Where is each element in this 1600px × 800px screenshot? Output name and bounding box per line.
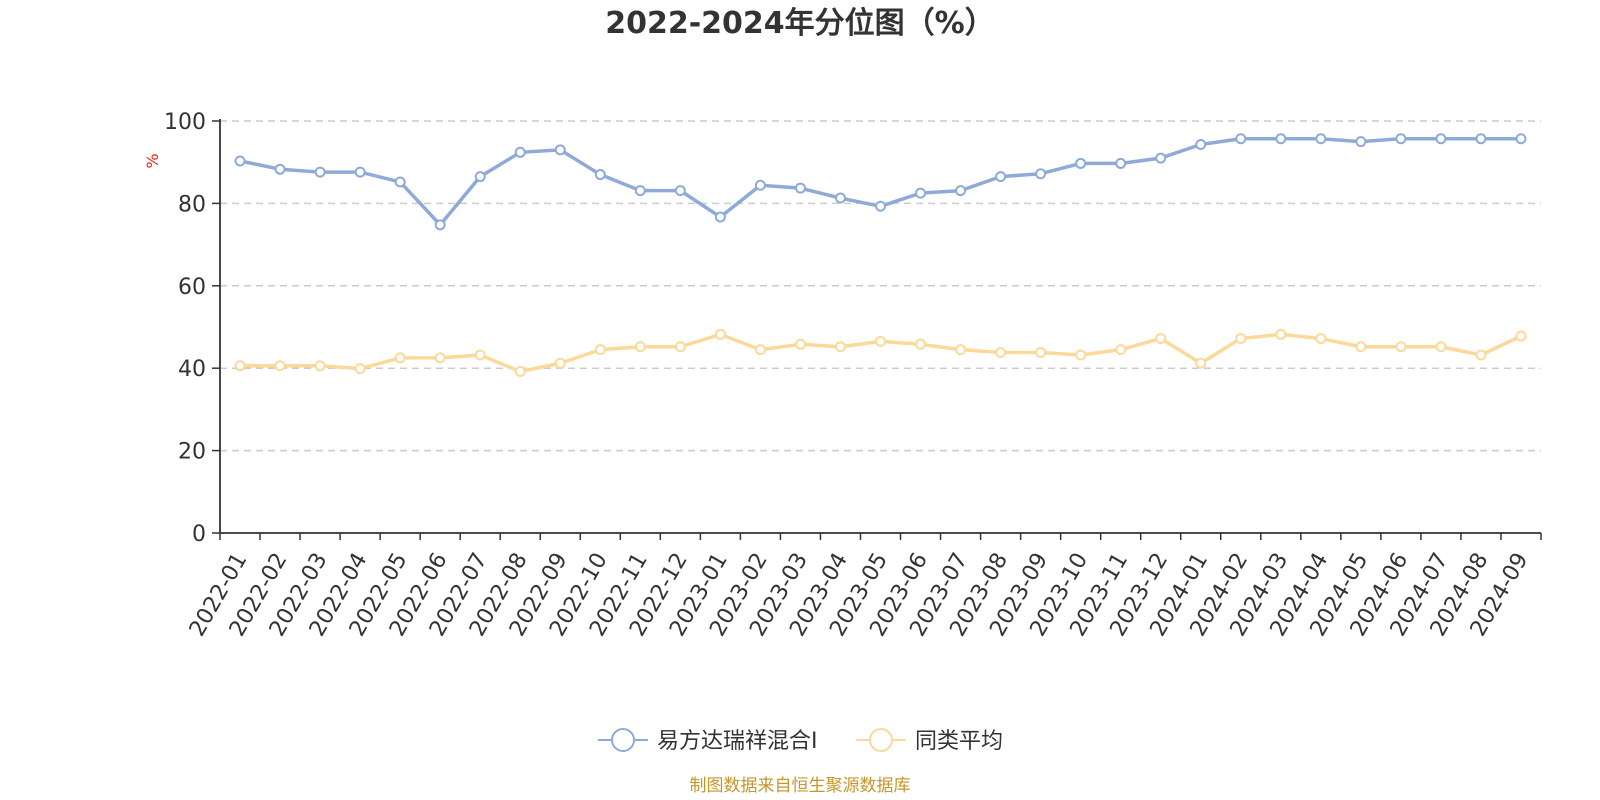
data-point[interactable] [915,187,927,199]
y-tick-label: 100 [164,110,206,135]
data-point[interactable] [1115,157,1127,169]
data-point[interactable] [1075,157,1087,169]
data-point[interactable] [674,185,686,197]
legend[interactable]: 易方达瑞祥混合I 同类平均 [598,728,1003,754]
data-point[interactable] [1315,133,1327,145]
y-tick-label: 0 [192,522,206,547]
data-point[interactable] [1075,349,1087,361]
data-point[interactable] [794,182,806,194]
data-source-note: 制图数据来自恒生聚源数据库 [690,776,911,796]
data-point[interactable] [274,163,286,175]
data-point[interactable] [314,166,326,178]
data-point[interactable] [714,211,726,223]
data-point[interactable] [1275,133,1287,145]
data-point[interactable] [434,219,446,231]
data-point[interactable] [1475,133,1487,145]
data-point[interactable] [634,341,646,353]
data-point[interactable] [1355,341,1367,353]
data-point[interactable] [1355,136,1367,148]
gridlines [220,120,1541,452]
data-point[interactable] [754,179,766,191]
data-point[interactable] [1115,344,1127,356]
y-tick-label: 20 [178,440,206,465]
data-point[interactable] [1315,333,1327,345]
y-tick-label: 60 [178,275,206,300]
data-point[interactable] [674,341,686,353]
data-point[interactable] [354,166,366,178]
data-point[interactable] [354,363,366,375]
data-point[interactable] [1235,333,1247,345]
data-point[interactable] [834,341,846,353]
data-point[interactable] [1035,347,1047,359]
legend-label: 易方达瑞祥混合I [657,729,818,754]
series-lines [234,133,1527,377]
data-point[interactable] [1155,333,1167,345]
data-point[interactable] [875,200,886,212]
data-point[interactable] [1235,133,1247,145]
legend-item-2[interactable]: 同类平均 [856,728,1003,754]
data-point[interactable] [474,171,486,183]
data-point[interactable] [434,352,446,364]
data-point[interactable] [634,185,646,197]
data-point[interactable] [394,352,406,364]
data-point[interactable] [1195,138,1207,150]
series-1 [234,133,1527,231]
data-point[interactable] [995,347,1007,359]
legend-item-1[interactable]: 易方达瑞祥混合I [598,728,818,754]
data-point[interactable] [1395,133,1407,145]
axes: 0204060801002022-012022-022022-032022-04… [164,110,1542,641]
data-point[interactable] [875,335,886,347]
data-point[interactable] [594,169,606,181]
data-point[interactable] [554,144,566,156]
data-point[interactable] [714,328,726,340]
y-tick-label: 40 [178,357,206,382]
data-point[interactable] [955,344,967,356]
data-point[interactable] [915,338,927,350]
data-point[interactable] [514,365,526,377]
series-2 [234,328,1527,377]
data-point[interactable] [834,192,846,204]
data-point[interactable] [754,344,766,356]
series-line [238,136,1523,227]
data-point[interactable] [794,338,806,350]
data-point[interactable] [995,171,1007,183]
data-point[interactable] [554,357,566,369]
data-point[interactable] [1395,341,1407,353]
data-point[interactable] [1275,328,1287,340]
data-point[interactable] [514,146,526,158]
data-point[interactable] [474,349,486,361]
data-point[interactable] [594,344,606,356]
data-point[interactable] [955,185,967,197]
data-point[interactable] [234,360,246,372]
data-point[interactable] [1155,152,1167,164]
y-axis-unit-label: % [143,153,162,168]
data-point[interactable] [1435,133,1447,145]
chart-title: 2022-2024年分位图（%） [605,6,995,41]
legend-circle-icon [611,728,635,752]
data-point[interactable] [314,360,326,372]
data-point[interactable] [274,360,286,372]
data-point[interactable] [394,176,406,188]
data-point[interactable] [1195,357,1207,369]
data-point[interactable] [1515,330,1527,342]
legend-label: 同类平均 [915,729,1003,754]
data-point[interactable] [1035,168,1047,180]
data-point[interactable] [1475,349,1487,361]
legend-circle-icon [869,728,893,752]
data-point[interactable] [234,155,246,167]
y-tick-label: 80 [178,192,206,217]
data-point[interactable] [1515,133,1527,145]
data-point[interactable] [1435,341,1447,353]
